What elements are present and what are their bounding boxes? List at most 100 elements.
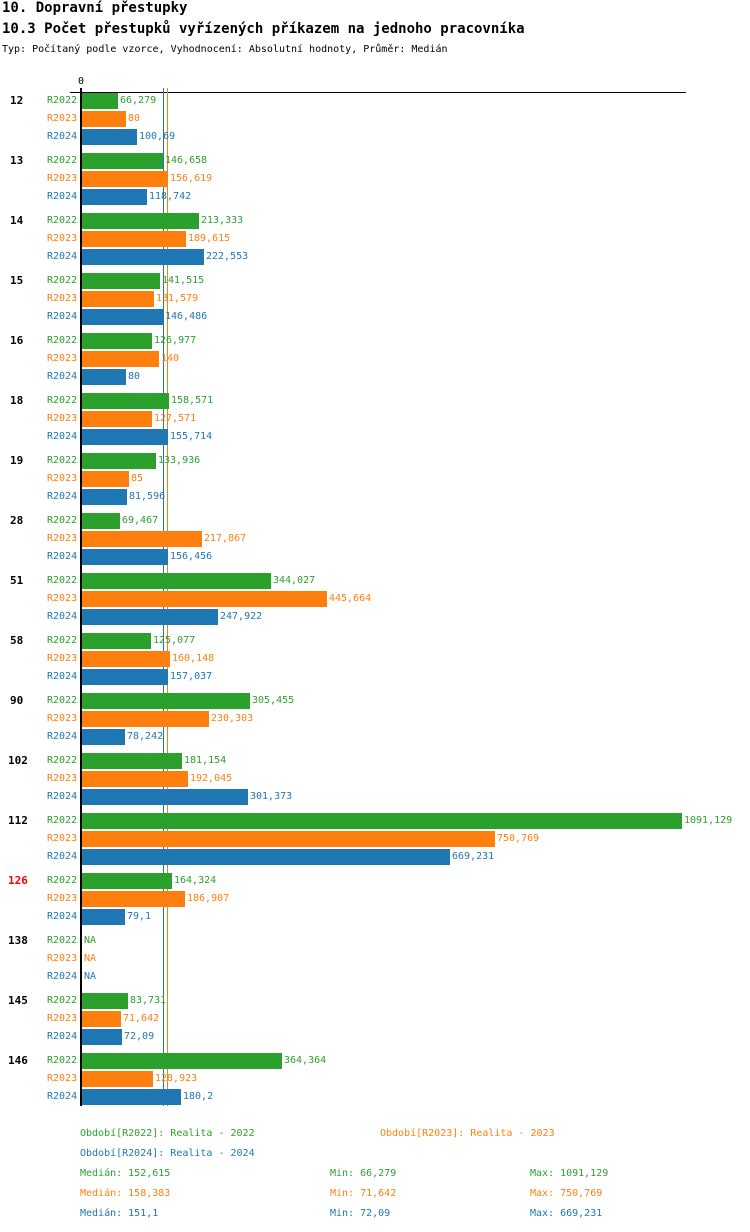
data-label: 247,922 bbox=[220, 611, 263, 622]
series-label: R2023 bbox=[47, 533, 78, 544]
series-label: R2022 bbox=[47, 755, 78, 766]
bar-r2023 bbox=[82, 111, 126, 127]
series-label: R2023 bbox=[47, 233, 78, 244]
bar-r2022 bbox=[82, 993, 128, 1009]
series-label: R2022 bbox=[47, 815, 78, 826]
bar-r2024 bbox=[82, 849, 450, 865]
series-label: R2024 bbox=[47, 311, 78, 322]
bar-r2024 bbox=[82, 609, 218, 625]
series-label: R2024 bbox=[47, 131, 78, 142]
series-label: R2024 bbox=[47, 911, 78, 922]
series-label: R2022 bbox=[47, 515, 78, 526]
data-label: 750,769 bbox=[497, 833, 540, 844]
bar-r2023 bbox=[82, 1071, 153, 1087]
category-label: 102 bbox=[8, 754, 28, 767]
series-label: R2024 bbox=[47, 1091, 78, 1102]
bar-r2024 bbox=[82, 669, 168, 685]
data-label: 192,045 bbox=[190, 773, 233, 784]
data-label: 125,077 bbox=[153, 635, 196, 646]
bar-r2022 bbox=[82, 333, 152, 349]
series-label: R2023 bbox=[47, 473, 78, 484]
data-label: 80 bbox=[128, 371, 141, 382]
axis-top-line bbox=[70, 92, 686, 93]
series-label: R2023 bbox=[47, 293, 78, 304]
data-label: 100,69 bbox=[139, 131, 176, 142]
data-label: 128,923 bbox=[155, 1073, 198, 1084]
series-label: R2022 bbox=[47, 335, 78, 346]
data-label: 222,553 bbox=[206, 251, 249, 262]
bar-r2022 bbox=[82, 873, 172, 889]
bar-r2022 bbox=[82, 273, 160, 289]
category-label: 12 bbox=[10, 94, 24, 107]
min-r2023: Min: 71,642 bbox=[330, 1188, 397, 1199]
legend-r2024: Období[R2024]: Realita - 2024 bbox=[80, 1148, 255, 1159]
data-label: 80 bbox=[128, 113, 141, 124]
category-label: 112 bbox=[8, 814, 28, 827]
bar-r2024 bbox=[82, 1089, 181, 1105]
category-label: 19 bbox=[10, 454, 24, 467]
bar-r2023 bbox=[82, 1011, 121, 1027]
category-label: 28 bbox=[10, 514, 24, 527]
series-label: R2024 bbox=[47, 791, 78, 802]
category-label: 145 bbox=[8, 994, 28, 1007]
category-label: 146 bbox=[8, 1054, 28, 1067]
series-label: R2022 bbox=[47, 935, 78, 946]
series-label: R2023 bbox=[47, 1073, 78, 1084]
category-label: 13 bbox=[10, 154, 24, 167]
data-label: 213,333 bbox=[201, 215, 244, 226]
bar-r2022 bbox=[82, 93, 118, 109]
max-r2022: Max: 1091,129 bbox=[530, 1168, 609, 1179]
series-label: R2024 bbox=[47, 251, 78, 262]
series-label: R2022 bbox=[47, 155, 78, 166]
data-label: 83,731 bbox=[130, 995, 167, 1006]
data-label: 180,2 bbox=[183, 1091, 214, 1102]
bar-r2022 bbox=[82, 513, 120, 529]
bar-r2023 bbox=[82, 591, 327, 607]
bar-r2023 bbox=[82, 531, 202, 547]
series-label: R2022 bbox=[47, 875, 78, 886]
series-label: R2024 bbox=[47, 971, 78, 982]
series-label: R2023 bbox=[47, 713, 78, 724]
data-label: 158,571 bbox=[171, 395, 214, 406]
series-label: R2024 bbox=[47, 611, 78, 622]
data-label: 160,148 bbox=[172, 653, 215, 664]
category-label: 16 bbox=[10, 334, 24, 347]
max-r2023: Max: 750,769 bbox=[530, 1188, 603, 1199]
series-label: R2024 bbox=[47, 731, 78, 742]
bar-r2023 bbox=[82, 291, 154, 307]
bar-r2022 bbox=[82, 213, 199, 229]
bar-r2023 bbox=[82, 711, 209, 727]
series-label: R2022 bbox=[47, 635, 78, 646]
data-label: 126,977 bbox=[154, 335, 197, 346]
series-label: R2024 bbox=[47, 1031, 78, 1042]
data-label: NA bbox=[84, 935, 97, 946]
series-label: R2023 bbox=[47, 353, 78, 364]
bar-r2022 bbox=[82, 573, 271, 589]
series-label: R2022 bbox=[47, 455, 78, 466]
legend-r2023: Období[R2023]: Realita - 2023 bbox=[380, 1128, 555, 1139]
series-label: R2022 bbox=[47, 395, 78, 406]
data-label: 181,154 bbox=[184, 755, 227, 766]
data-label: 66,279 bbox=[120, 95, 157, 106]
category-label: 15 bbox=[10, 274, 24, 287]
series-label: R2023 bbox=[47, 593, 78, 604]
data-label: 140 bbox=[161, 353, 180, 364]
series-label: R2022 bbox=[47, 215, 78, 226]
series-label: R2024 bbox=[47, 191, 78, 202]
bar-r2024 bbox=[82, 549, 168, 565]
bar-r2022 bbox=[82, 633, 151, 649]
category-label: 58 bbox=[10, 634, 24, 647]
data-label: 189,615 bbox=[188, 233, 231, 244]
data-label: 141,515 bbox=[162, 275, 205, 286]
bar-r2024 bbox=[82, 729, 125, 745]
bar-r2023 bbox=[82, 471, 129, 487]
bar-r2024 bbox=[82, 429, 168, 445]
section-title: 10. Dopravní přestupky bbox=[2, 0, 188, 16]
data-label: 1091,129 bbox=[684, 815, 733, 826]
data-label: 118,742 bbox=[149, 191, 192, 202]
bar-r2023 bbox=[82, 771, 188, 787]
bar-r2022 bbox=[82, 453, 156, 469]
series-label: R2024 bbox=[47, 371, 78, 382]
series-label: R2022 bbox=[47, 695, 78, 706]
data-label: 156,619 bbox=[170, 173, 213, 184]
